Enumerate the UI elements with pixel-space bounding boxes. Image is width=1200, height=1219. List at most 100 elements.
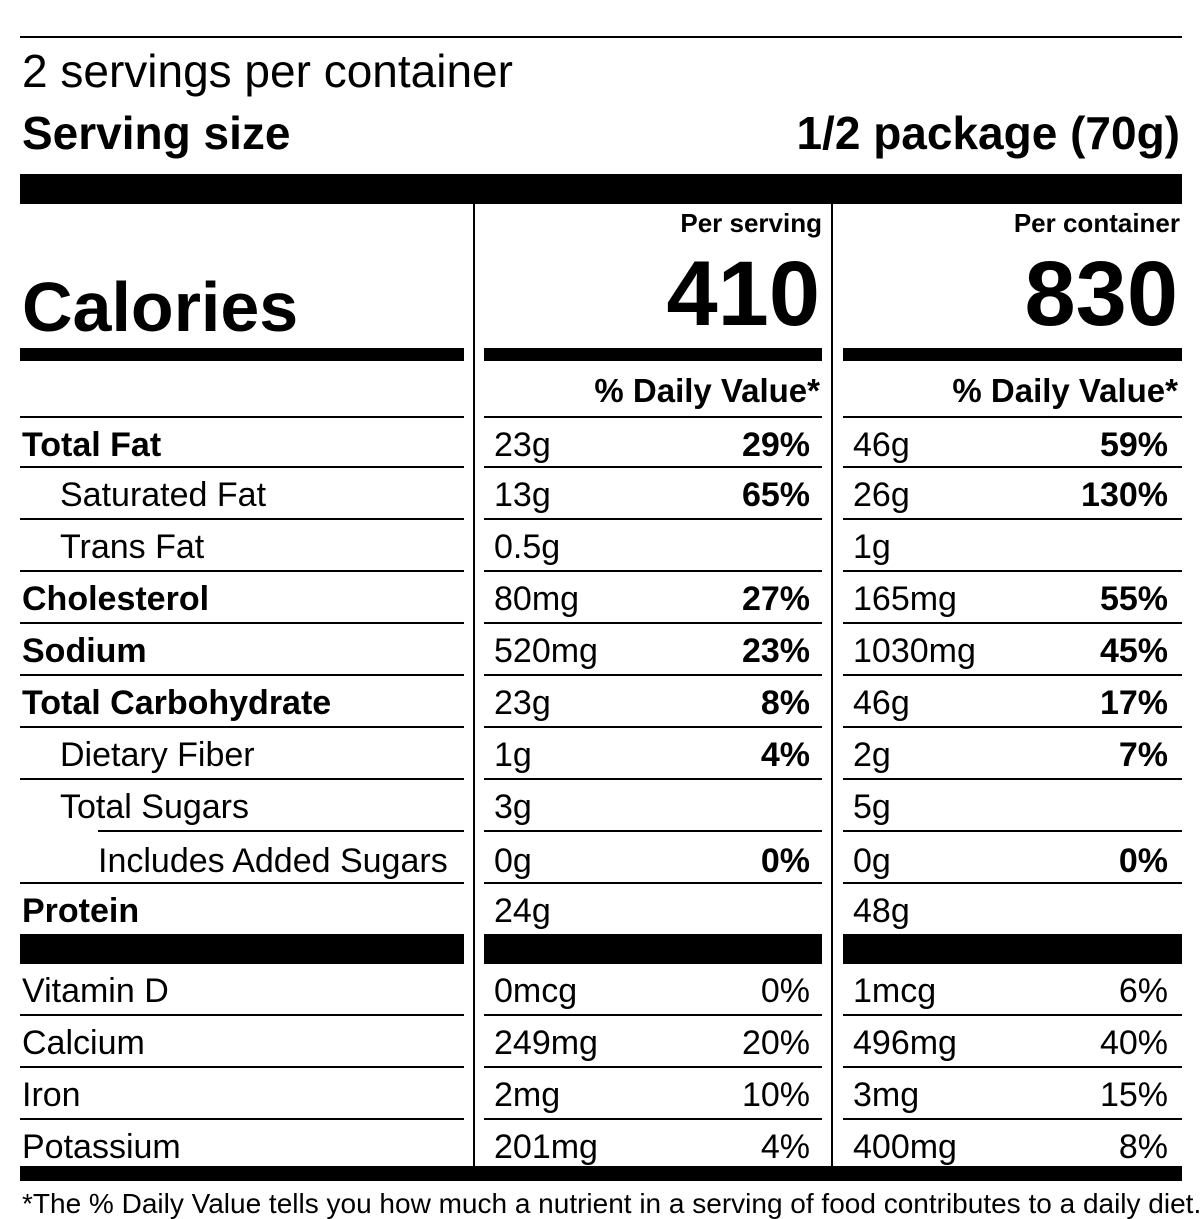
table-row: Trans Fat 0.5g 1g (0, 520, 1200, 568)
nutrient-name: Cholesterol (22, 580, 210, 618)
row-rule (843, 518, 1182, 520)
serving-size-label: Serving size (22, 107, 291, 159)
row-rule (20, 622, 464, 624)
row-rule (98, 830, 464, 832)
vitamins-bar-mid (484, 934, 822, 964)
container-dv: 17% (1099, 684, 1168, 722)
vitamins-bar-left (20, 934, 464, 964)
table-row: Vitamin D 0mcg 0% 1mcg 6% (0, 964, 1200, 1012)
serving-dv: 10% (741, 1076, 810, 1114)
serving-dv: 23% (741, 632, 810, 670)
serving-dv: 65% (741, 476, 810, 514)
container-dv: 6% (1118, 972, 1168, 1010)
row-rule (20, 518, 464, 520)
serving-amount: 23g (494, 684, 551, 722)
container-dv: 55% (1099, 580, 1168, 618)
table-row: Total Sugars 3g 5g (0, 780, 1200, 828)
table-row: Saturated Fat 13g 65% 26g 130% (0, 468, 1200, 516)
row-rule (843, 466, 1182, 468)
row-rule (20, 882, 464, 884)
serving-amount: 13g (494, 476, 551, 514)
serving-dv: 0% (760, 972, 810, 1010)
nutrient-name: Trans Fat (60, 528, 205, 566)
per-serving-header: Per serving (680, 208, 822, 238)
table-row: Total Fat 23g 29% 46g 59% (0, 418, 1200, 466)
serving-dv: 29% (741, 426, 810, 464)
row-rule (484, 1014, 822, 1016)
dv-header-rule-left (20, 416, 464, 418)
table-row: Sodium 520mg 23% 1030mg 45% (0, 624, 1200, 672)
table-row: Cholesterol 80mg 27% 165mg 55% (0, 572, 1200, 620)
dv-header-rule-mid (484, 416, 822, 418)
container-amount: 496mg (853, 1024, 957, 1062)
serving-amount: 1g (494, 736, 532, 774)
row-rule (843, 674, 1182, 676)
container-amount: 48g (853, 892, 910, 930)
nutrient-name: Total Fat (22, 426, 162, 464)
row-rule (20, 1014, 464, 1016)
container-dv: 45% (1099, 632, 1168, 670)
nutrient-name: Protein (22, 892, 140, 930)
nutrient-name: Includes Added Sugars (98, 842, 448, 880)
container-amount: 2g (853, 736, 891, 774)
serving-dv: 8% (760, 684, 810, 722)
serving-dv: 4% (760, 736, 810, 774)
serving-amount: 2mg (494, 1076, 561, 1114)
calories-bar-right (843, 348, 1182, 361)
row-rule (484, 778, 822, 780)
per-container-dv-header: % Daily Value* (952, 372, 1178, 409)
row-rule (484, 1118, 822, 1120)
row-rule (843, 1118, 1182, 1120)
nutrient-name: Sodium (22, 632, 147, 670)
container-dv: 40% (1099, 1024, 1168, 1062)
serving-amount: 80mg (494, 580, 580, 618)
per-serving-dv-header: % Daily Value* (594, 372, 820, 409)
row-rule (20, 726, 464, 728)
container-dv: 0% (1118, 842, 1168, 880)
row-rule (843, 778, 1182, 780)
table-row: Calcium 249mg 20% 496mg 40% (0, 1016, 1200, 1064)
serving-amount: 249mg (494, 1024, 598, 1062)
container-dv: 130% (1081, 476, 1168, 514)
container-amount: 5g (853, 788, 891, 826)
row-rule (484, 466, 822, 468)
row-rule (484, 1066, 822, 1068)
row-rule (20, 466, 464, 468)
nutrient-name: Saturated Fat (60, 476, 267, 514)
serving-dv: 20% (741, 1024, 810, 1062)
serving-amount: 201mg (494, 1128, 598, 1166)
vitamin-name: Potassium (22, 1128, 181, 1166)
row-rule (843, 726, 1182, 728)
row-rule (484, 570, 822, 572)
container-amount: 26g (853, 476, 910, 514)
servings-per-container: 2 servings per container (22, 45, 513, 97)
row-rule (843, 1014, 1182, 1016)
serving-dv: 4% (760, 1128, 810, 1166)
table-row: Dietary Fiber 1g 4% 2g 7% (0, 728, 1200, 776)
footnote: *The % Daily Value tells you how much a … (22, 1188, 1200, 1219)
serving-size-value: 1/2 package (70g) (796, 107, 1180, 159)
table-row: Total Carbohydrate 23g 8% 46g 17% (0, 676, 1200, 724)
serving-amount: 0mcg (494, 972, 578, 1010)
table-row: Potassium 201mg 4% 400mg 8% (0, 1120, 1200, 1168)
row-rule (20, 674, 464, 676)
per-serving-calories: 410 (666, 243, 821, 345)
table-row: Protein 24g 48g (0, 884, 1200, 932)
bottom-bar (20, 1166, 1182, 1181)
table-row: Includes Added Sugars 0g 0% 0g 0% (0, 834, 1200, 882)
serving-amount: 24g (494, 892, 551, 930)
row-rule (843, 570, 1182, 572)
row-rule (484, 622, 822, 624)
table-row: Iron 2mg 10% 3mg 15% (0, 1068, 1200, 1116)
serving-amount: 23g (494, 426, 551, 464)
serving-amount: 3g (494, 788, 532, 826)
nutrient-name: Total Sugars (60, 788, 249, 826)
row-rule (20, 1118, 464, 1120)
container-amount: 3mg (853, 1076, 920, 1114)
calories-bar-left (20, 348, 464, 361)
row-rule (484, 674, 822, 676)
vitamin-name: Vitamin D (22, 972, 169, 1010)
container-amount: 1030mg (853, 632, 976, 670)
container-amount: 165mg (853, 580, 957, 618)
